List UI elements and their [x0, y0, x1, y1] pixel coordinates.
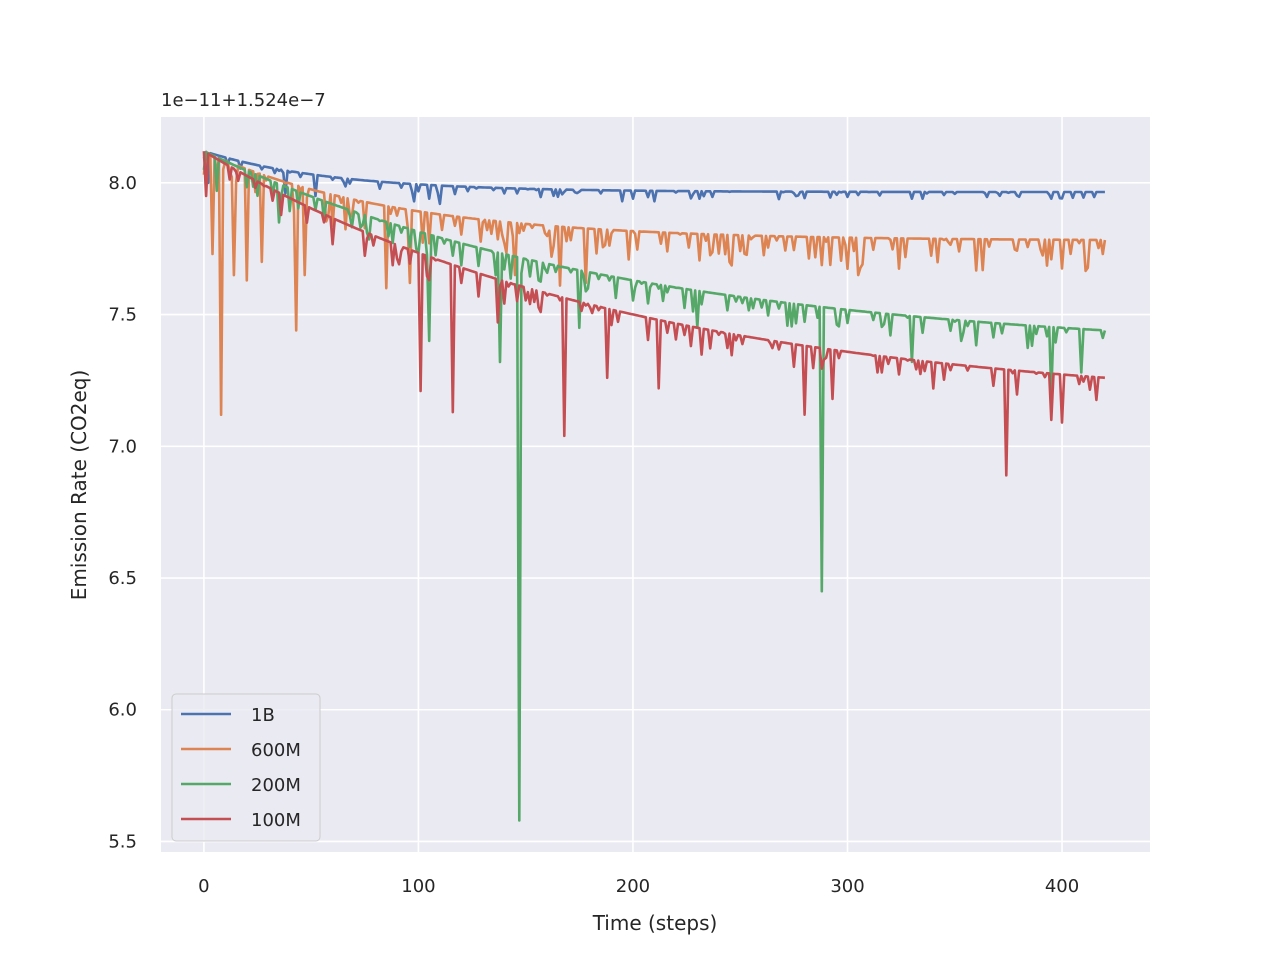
y-tick-label: 7.5: [108, 305, 137, 326]
legend: 1B 600M 200M 100M: [171, 693, 321, 842]
x-tick-label: 100: [401, 876, 435, 897]
legend-label: 600M: [251, 740, 301, 761]
x-axis-ticks: 0 100 200 300 400: [198, 876, 1079, 897]
x-tick-label: 300: [830, 876, 864, 897]
grid-lines: [161, 117, 1150, 852]
x-tick-label: 400: [1045, 876, 1079, 897]
y-tick-label: 8.0: [108, 173, 137, 194]
y-offset-label: 1e−11+1.524e−7: [161, 90, 326, 111]
series-line-200M: [202, 151, 1107, 822]
series-line-600M: [202, 150, 1107, 416]
y-tick-label: 5.5: [108, 831, 137, 852]
legend-label: 100M: [251, 810, 301, 831]
x-axis-label: Time (steps): [592, 911, 718, 935]
y-axis-label: Emission Rate (CO2eq): [67, 370, 91, 601]
y-tick-label: 6.5: [108, 568, 137, 589]
legend-label: 1B: [251, 705, 275, 726]
y-tick-label: 6.0: [108, 700, 137, 721]
x-tick-label: 200: [616, 876, 650, 897]
series-line-100M: [202, 151, 1106, 477]
series-line-1B: [202, 150, 1105, 206]
legend-box: [171, 693, 321, 842]
y-tick-label: 7.0: [108, 436, 137, 457]
x-tick-label: 0: [198, 876, 209, 897]
legend-label: 200M: [251, 775, 301, 796]
y-axis-ticks: 5.5 6.0 6.5 7.0 7.5 8.0: [108, 173, 137, 853]
data-lines: [202, 150, 1107, 822]
